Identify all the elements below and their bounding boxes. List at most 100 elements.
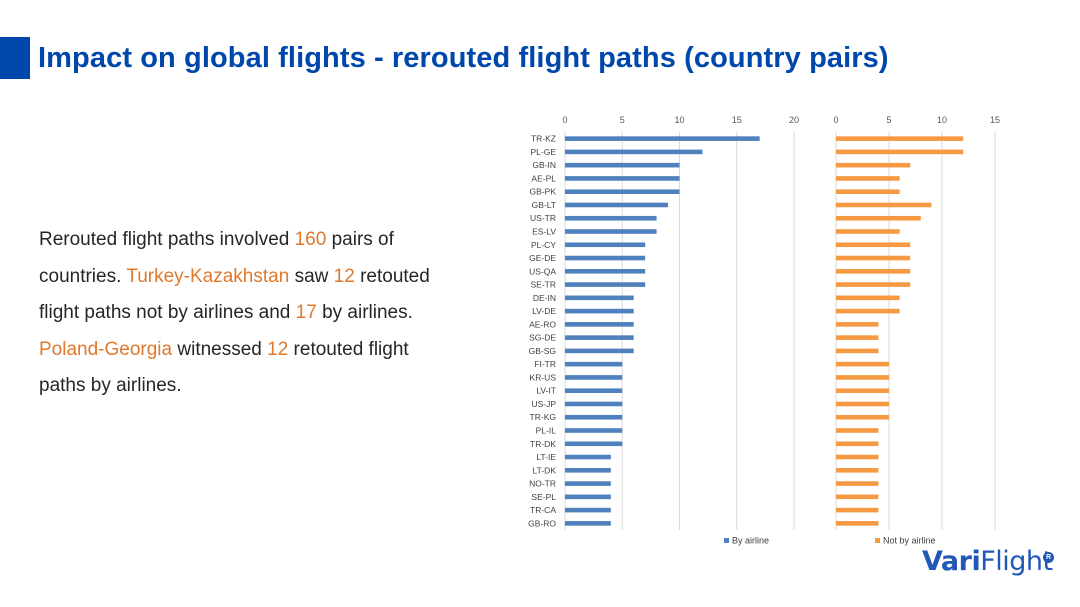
category-label-lt-ie: LT-IE bbox=[536, 452, 556, 462]
category-label-tr-ca: TR-CA bbox=[530, 505, 556, 515]
by-airline-bar-gb-sg bbox=[565, 348, 634, 354]
not-by-airline-bar-lt-dk bbox=[836, 468, 879, 473]
not-by-airline-bar-us-tr bbox=[836, 215, 921, 221]
variflight-logo: VariFlight bbox=[922, 546, 1053, 577]
by-airline-bar-sg-de bbox=[565, 335, 634, 340]
by-airline-bar-ae-ro bbox=[565, 322, 634, 327]
by-airline-bar-lt-dk bbox=[565, 468, 611, 473]
category-label-gb-in: GB-IN bbox=[532, 160, 556, 170]
by-airline-bar-ae-pl bbox=[565, 176, 680, 181]
not-by-airline-bar-se-tr bbox=[836, 282, 911, 287]
not-by-airline-bar-pl-cy bbox=[836, 242, 911, 248]
not-by-airline-bar-lv-it bbox=[836, 388, 889, 393]
by-airline-bar-se-tr bbox=[565, 282, 646, 287]
not-by-airline-bar-us-qa bbox=[836, 269, 911, 274]
not-by-airline-bar-lv-de bbox=[836, 308, 900, 314]
not-by-airline-bar-gb-lt bbox=[836, 202, 932, 208]
category-label-kr-us: KR-US bbox=[530, 372, 557, 382]
not-by-airline-bar-sg-de bbox=[836, 335, 879, 340]
by-airline-bar-ge-de bbox=[565, 255, 646, 261]
category-label-tr-kz: TR-KZ bbox=[531, 134, 556, 144]
not-by-airline-bar-gb-sg bbox=[836, 348, 879, 354]
category-label-sg-de: SG-DE bbox=[529, 333, 556, 343]
not-by-airline-bar-gb-pk bbox=[836, 189, 900, 194]
by-airline-bar-lv-de bbox=[565, 308, 634, 314]
summary-text-5: by airlines. bbox=[316, 302, 413, 323]
not-by-airline-bar-es-lv bbox=[836, 229, 900, 234]
by-airline-bar-es-lv bbox=[565, 229, 657, 234]
not-by-airline-bar-fi-tr bbox=[836, 361, 889, 367]
category-label-ge-de: GE-DE bbox=[529, 253, 556, 263]
by-airline-bar-us-qa bbox=[565, 269, 646, 274]
summary-text-7: retouted flight paths by airlines. bbox=[39, 338, 409, 397]
category-label-es-lv: ES-LV bbox=[532, 227, 556, 237]
not-by-airline-bar-de-in bbox=[836, 295, 900, 301]
category-label-lt-dk: LT-DK bbox=[533, 465, 557, 475]
category-label-lv-de: LV-DE bbox=[532, 306, 556, 316]
summary-text: Rerouted flight paths involved 160 pairs… bbox=[39, 222, 449, 405]
tr-kz-by-airline-value: 17 bbox=[295, 302, 317, 323]
by-airline-bar-pl-cy bbox=[565, 242, 646, 248]
category-label-ae-ro: AE-RO bbox=[529, 319, 556, 329]
logo-text-flight: Flight bbox=[980, 546, 1053, 577]
category-label-us-tr: US-TR bbox=[530, 213, 556, 223]
by-airline-bar-tr-kz bbox=[565, 136, 760, 141]
category-label-se-tr: SE-TR bbox=[531, 280, 557, 290]
summary-text-1: Rerouted flight paths involved bbox=[39, 229, 295, 250]
logo-text-vari: Vari bbox=[922, 546, 981, 577]
not-by-airline-x-tick-label: 5 bbox=[886, 115, 891, 125]
by-airline-legend-swatch bbox=[724, 538, 729, 543]
by-airline-x-tick-label: 15 bbox=[732, 115, 742, 125]
by-airline-bar-gb-ro bbox=[565, 521, 611, 526]
by-airline-bar-gb-in bbox=[565, 162, 680, 168]
category-label-no-tr: NO-TR bbox=[529, 479, 556, 489]
category-label-gb-pk: GB-PK bbox=[530, 187, 557, 197]
by-airline-bar-us-jp bbox=[565, 401, 623, 407]
category-label-ae-pl: AE-PL bbox=[531, 173, 556, 183]
category-label-us-jp: US-JP bbox=[531, 399, 556, 409]
not-by-airline-bar-gb-in bbox=[836, 162, 911, 168]
category-label-pl-ge: PL-GE bbox=[530, 147, 556, 157]
pl-ge-value: 12 bbox=[267, 338, 289, 360]
by-airline-bar-kr-us bbox=[565, 375, 623, 380]
not-by-airline-legend-swatch bbox=[875, 538, 880, 543]
by-airline-bar-de-in bbox=[565, 295, 634, 301]
not-by-airline-bar-gb-ro bbox=[836, 521, 879, 526]
not-by-airline-x-tick-label: 15 bbox=[990, 115, 1000, 125]
not-by-airline-bar-pl-ge bbox=[836, 149, 964, 155]
summary-text-3: saw bbox=[289, 265, 334, 287]
not-by-airline-bar-kr-us bbox=[836, 375, 889, 380]
tr-kz-not-by-airline-value: 12 bbox=[333, 265, 355, 287]
poland-georgia-label: Poland-Georgia bbox=[39, 338, 173, 360]
not-by-airline-bar-tr-kg bbox=[836, 414, 889, 420]
by-airline-bar-tr-dk bbox=[565, 441, 623, 447]
by-airline-bar-gb-lt bbox=[565, 202, 669, 208]
category-label-se-pl: SE-PL bbox=[531, 492, 556, 502]
category-label-gb-lt: GB-LT bbox=[532, 200, 556, 210]
category-label-pl-il: PL-IL bbox=[536, 426, 557, 436]
summary-text-4: retouted flight paths not by airlines an… bbox=[39, 265, 430, 324]
not-by-airline-bar-tr-dk bbox=[836, 441, 879, 447]
category-label-gb-sg: GB-SG bbox=[529, 346, 556, 356]
not-by-airline-bar-se-pl bbox=[836, 494, 879, 500]
by-airline-bar-lt-ie bbox=[565, 454, 611, 460]
not-by-airline-x-tick-label: 0 bbox=[833, 115, 838, 125]
not-by-airline-bar-us-jp bbox=[836, 401, 889, 407]
by-airline-legend-label: By airline bbox=[732, 536, 769, 546]
category-label-de-in: DE-IN bbox=[533, 293, 556, 303]
category-label-lv-it: LV-IT bbox=[536, 386, 556, 396]
not-by-airline-bar-tr-ca bbox=[836, 507, 879, 513]
not-by-airline-bar-tr-kz bbox=[836, 136, 964, 141]
not-by-airline-bar-lt-ie bbox=[836, 454, 879, 460]
category-label-fi-tr: FI-TR bbox=[534, 359, 556, 369]
category-label-gb-ro: GB-RO bbox=[528, 518, 556, 528]
by-airline-x-tick-label: 10 bbox=[674, 115, 684, 125]
by-airline-bar-pl-il bbox=[565, 428, 623, 433]
by-airline-x-tick-label: 0 bbox=[562, 115, 567, 125]
page-title: Impact on global flights - rerouted flig… bbox=[38, 42, 889, 74]
by-airline-bar-tr-kg bbox=[565, 414, 623, 420]
not-by-airline-bar-no-tr bbox=[836, 481, 879, 486]
by-airline-x-tick-label: 5 bbox=[620, 115, 625, 125]
not-by-airline-bar-ae-pl bbox=[836, 176, 900, 181]
